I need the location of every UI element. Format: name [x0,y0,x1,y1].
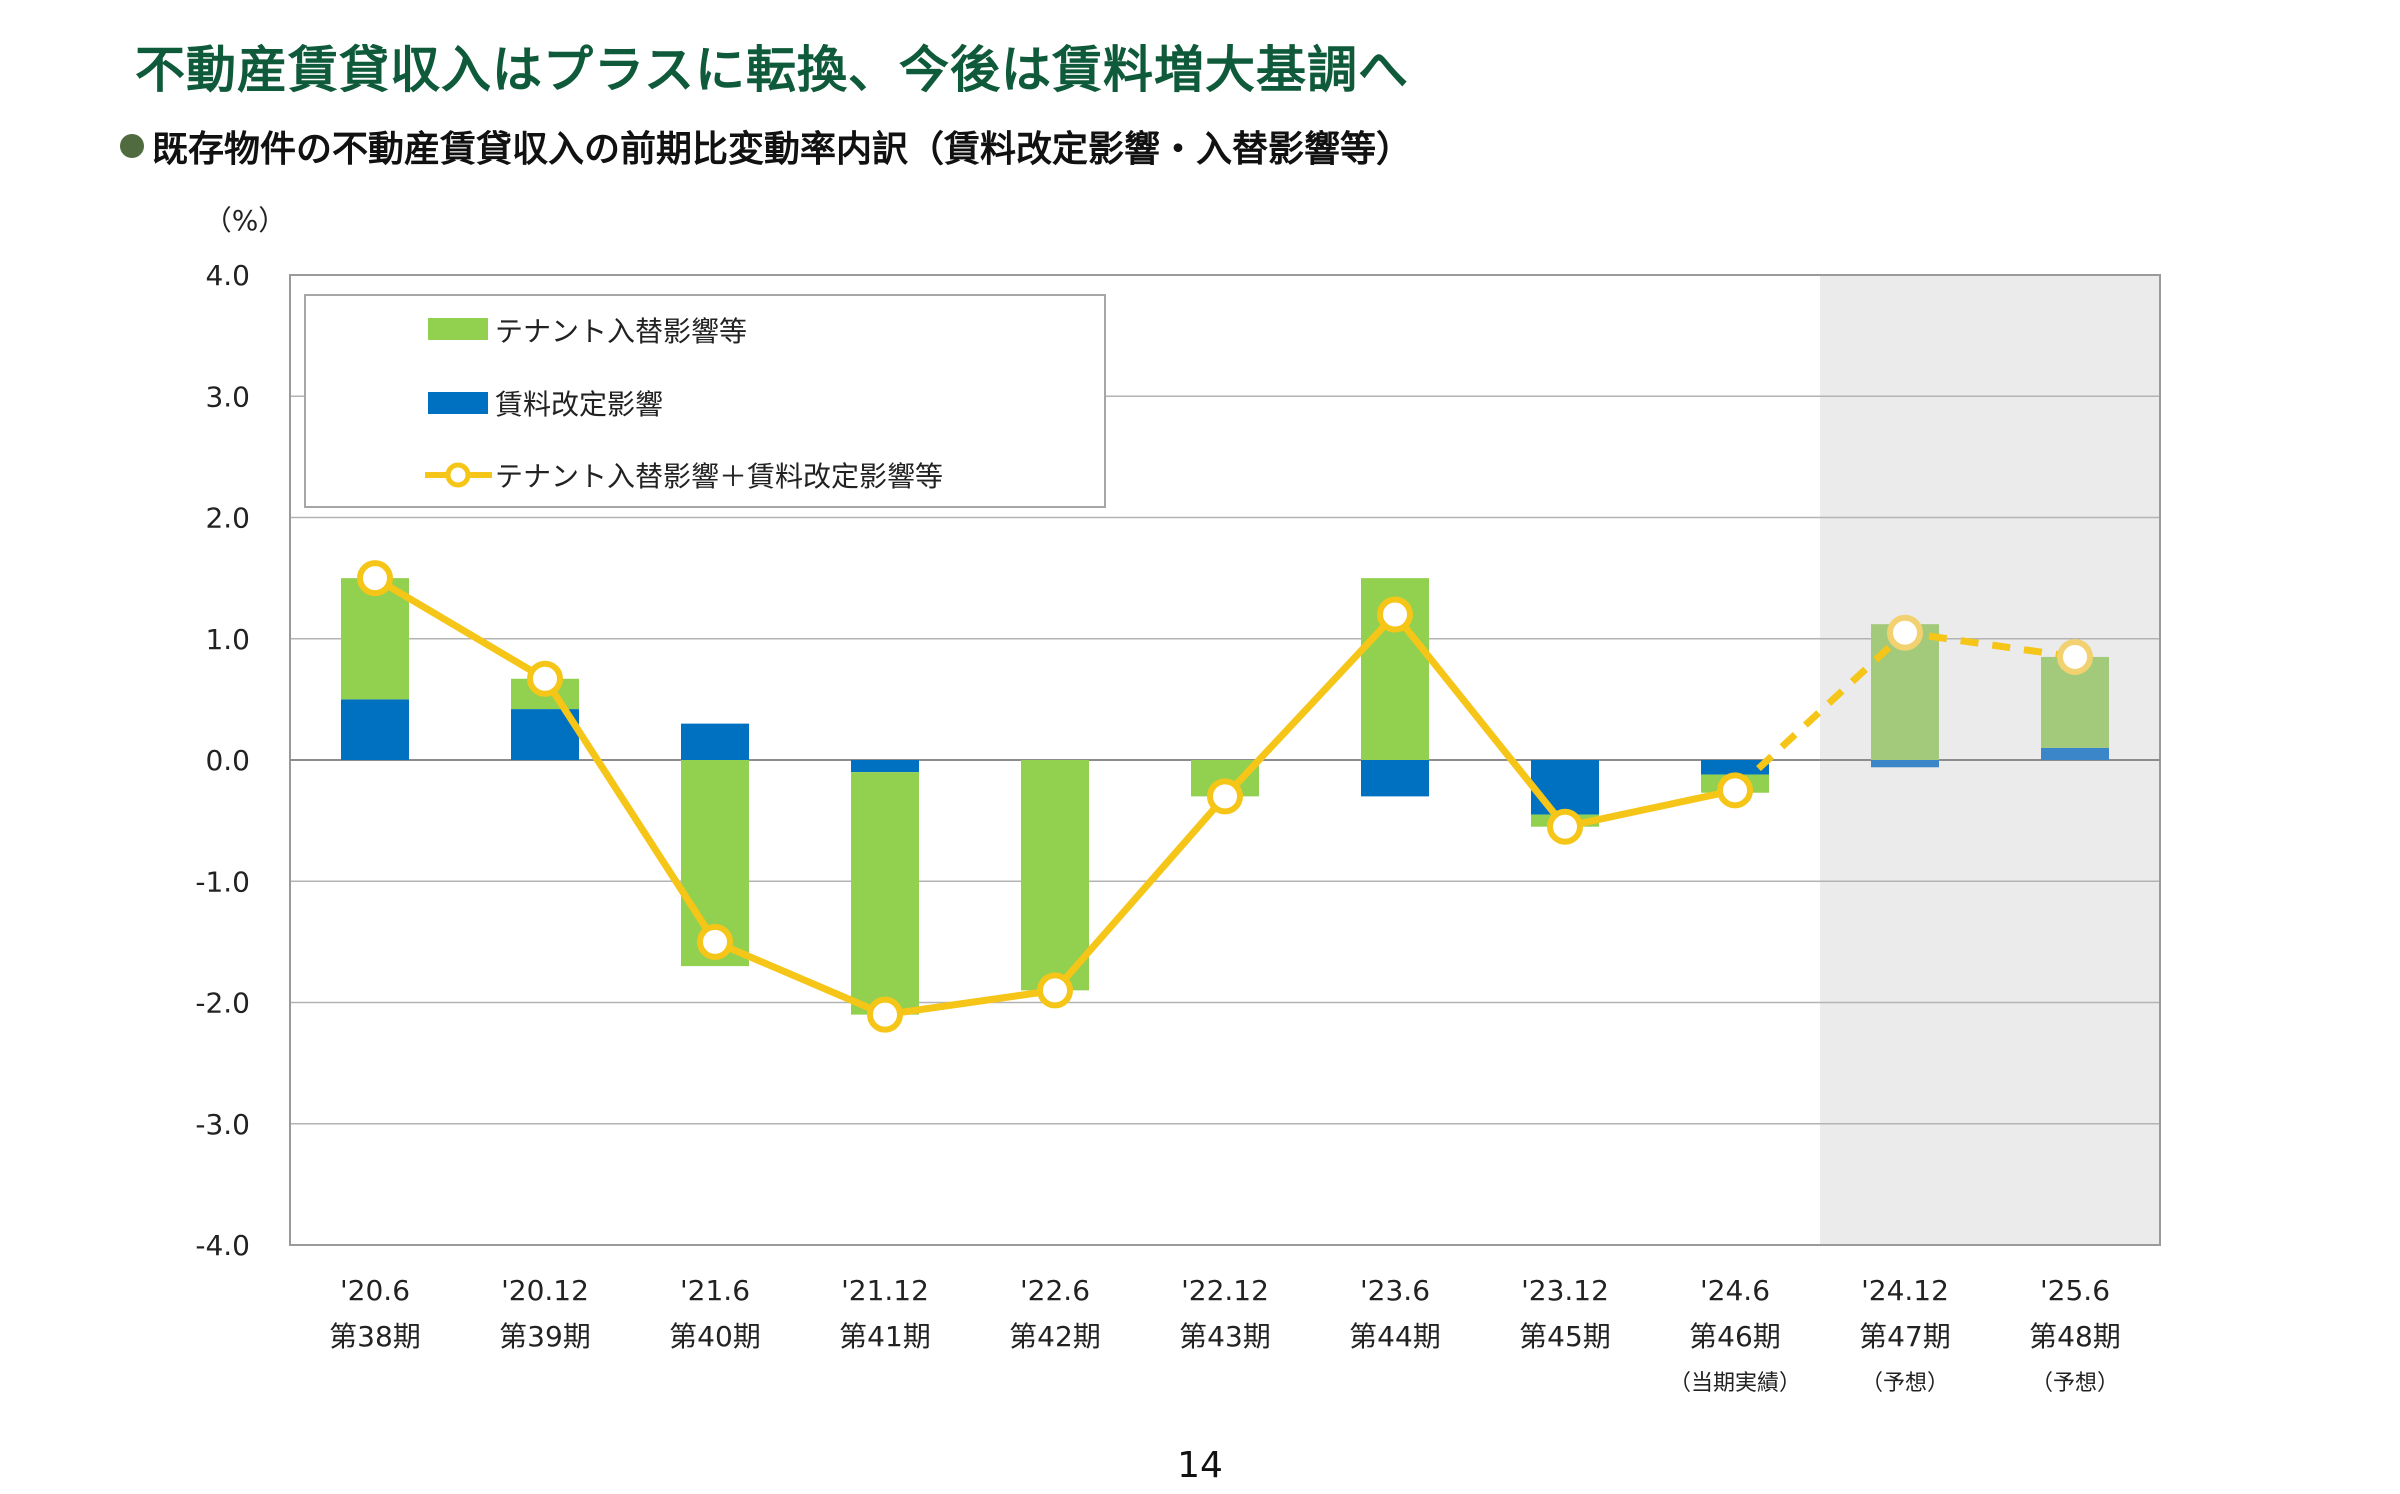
line-total-point [357,560,393,597]
x-period-label: 第42期 [1009,1320,1101,1353]
x-period-label: 第41期 [839,1320,931,1353]
x-note-label: （予想） [2031,1371,2119,1396]
x-period-label: 第39期 [499,1320,591,1353]
y-tick-label: 4.0 [205,259,250,292]
line-total-point [1717,772,1753,809]
line-total-point [1547,808,1583,845]
legend-label-rent: 賃料改定影響 [495,388,663,421]
legend-swatch-rent [428,392,488,414]
x-period-label: 第48期 [2029,1320,2121,1353]
y-tick-label: -2.0 [195,987,250,1020]
bar-rent-revision [851,760,919,773]
x-period-label: 第45期 [1519,1320,1611,1353]
y-unit-label: （%） [204,204,287,237]
x-tick-label: '23.12 [1521,1274,1609,1307]
chart-subtitle: 既存物件の不動産賃貸収入の前期比変動率内訳（賃料改定影響・入替影響等） [120,120,1412,172]
line-total-point [1887,614,1923,651]
x-tick-label: '22.12 [1181,1274,1269,1307]
x-tick-label: '24.6 [1700,1274,1770,1307]
line-total-point [527,660,563,697]
bar-rent-revision [1871,760,1939,768]
line-total-point [697,923,733,960]
x-period-label: 第38期 [329,1320,421,1353]
x-period-label: 第40期 [669,1320,761,1353]
x-period-label: 第43期 [1179,1320,1271,1353]
legend-swatch-total-marker [445,462,471,488]
x-period-label: 第44期 [1349,1320,1441,1353]
x-tick-label: '22.6 [1020,1274,1090,1307]
y-tick-label: 3.0 [205,380,250,413]
bar-rent-revision [681,723,749,760]
x-tick-label: '25.6 [2040,1274,2110,1307]
x-period-label: 第47期 [1859,1320,1951,1353]
legend-label-total: テナント入替影響＋賃料改定影響等 [495,460,943,493]
line-total-point [1377,596,1413,633]
x-period-label: 第46期 [1689,1320,1781,1353]
y-tick-label: -4.0 [195,1229,250,1262]
line-total-point [2057,638,2093,675]
chart-subtitle-text: 既存物件の不動産賃貸収入の前期比変動率内訳（賃料改定影響・入替影響等） [152,129,1413,170]
y-tick-label: -1.0 [195,865,250,898]
x-tick-label: '20.12 [501,1274,589,1307]
line-total-point [1037,972,1073,1009]
legend-swatch-tenant [428,318,488,340]
y-tick-label: 1.0 [205,623,250,656]
y-tick-label: -3.0 [195,1108,250,1141]
x-tick-label: '24.12 [1861,1274,1949,1307]
x-note-label: （当期実績） [1669,1371,1801,1396]
bar-tenant-replacement [851,772,919,1015]
page-number: 14 [1177,1445,1223,1486]
x-tick-label: '21.6 [680,1274,750,1307]
x-note-label: （予想） [1861,1371,1949,1396]
page-title: 不動産賃貸収入はプラスに転換、今後は賃料増大基調へ [135,41,1409,99]
line-total-point [867,996,903,1033]
legend-label-tenant: テナント入替影響等 [495,315,747,348]
bullet-icon [120,134,144,158]
y-tick-label: 0.0 [205,744,250,777]
x-tick-label: '21.12 [841,1274,929,1307]
bar-tenant-replacement [1021,760,1089,991]
x-tick-label: '20.6 [340,1274,410,1307]
bar-rent-revision [1531,760,1599,815]
bar-rent-revision [341,699,409,760]
bar-rent-revision [1361,760,1429,797]
line-total-point [1207,778,1243,815]
bar-rent-revision [2041,747,2109,760]
x-tick-label: '23.6 [1360,1274,1430,1307]
y-tick-label: 2.0 [205,502,250,535]
bar-tenant-replacement [341,578,409,700]
bar-rent-revision [1701,760,1769,775]
